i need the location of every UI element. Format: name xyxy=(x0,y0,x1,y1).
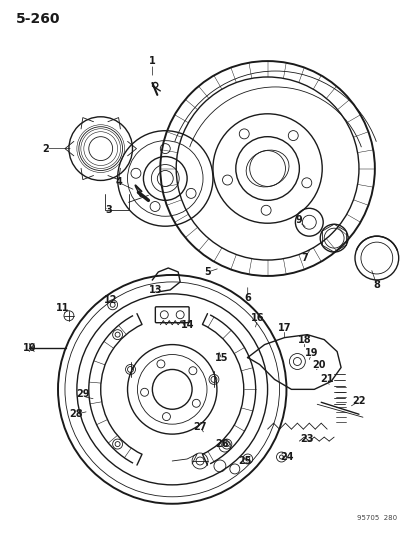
Text: 4: 4 xyxy=(115,177,122,188)
Text: 1: 1 xyxy=(149,56,156,66)
Text: 5: 5 xyxy=(204,267,211,277)
Text: 27: 27 xyxy=(193,422,207,432)
Text: 10: 10 xyxy=(22,343,36,352)
Text: 6: 6 xyxy=(244,293,251,303)
Text: 25: 25 xyxy=(238,456,252,466)
Text: 19: 19 xyxy=(304,348,318,358)
Text: 13: 13 xyxy=(149,285,162,295)
Text: 22: 22 xyxy=(352,397,366,406)
Text: 17: 17 xyxy=(278,322,291,333)
Text: 11: 11 xyxy=(56,303,70,313)
Text: 9: 9 xyxy=(296,215,303,225)
Text: 15: 15 xyxy=(215,352,229,362)
Text: 23: 23 xyxy=(301,434,314,444)
Text: 12: 12 xyxy=(104,295,117,305)
Text: 24: 24 xyxy=(281,452,294,462)
Text: 2: 2 xyxy=(43,143,50,154)
Text: 5-260: 5-260 xyxy=(16,12,61,26)
Text: 14: 14 xyxy=(181,320,195,330)
Text: 21: 21 xyxy=(320,374,334,384)
Text: 18: 18 xyxy=(297,335,311,345)
Text: 95705  280: 95705 280 xyxy=(356,515,397,521)
Text: 8: 8 xyxy=(373,280,380,290)
Text: 28: 28 xyxy=(69,409,83,419)
Text: 26: 26 xyxy=(215,439,229,449)
Text: 3: 3 xyxy=(105,205,112,215)
Text: 7: 7 xyxy=(301,253,308,263)
Text: 16: 16 xyxy=(251,313,264,323)
Text: 20: 20 xyxy=(313,360,326,370)
Text: 29: 29 xyxy=(76,389,90,399)
